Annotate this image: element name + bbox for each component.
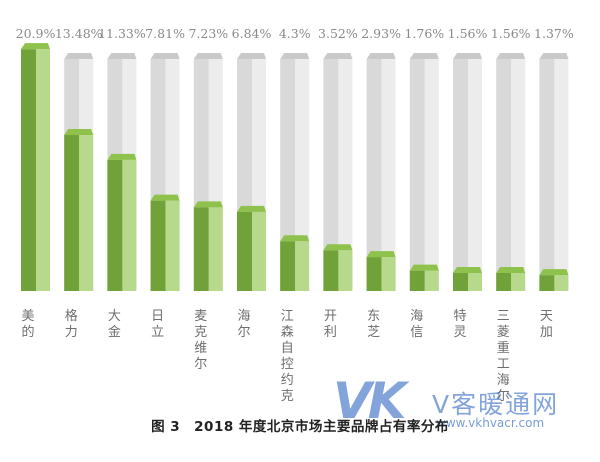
bar xyxy=(366,251,396,291)
bars xyxy=(21,43,569,292)
bar xyxy=(539,269,569,291)
value-label: 3.52% xyxy=(318,26,358,41)
bar xyxy=(193,201,223,291)
bar xyxy=(323,244,353,291)
chart-caption: 图 3 2018 年度北京市场主要品牌占有率分布 xyxy=(151,419,449,435)
bar xyxy=(496,266,526,291)
bar-track xyxy=(496,53,526,291)
value-label: 13.48% xyxy=(55,26,103,41)
value-label: 7.81% xyxy=(145,26,185,41)
category-label: 麦克维尔 xyxy=(194,309,207,372)
value-label: 20.9% xyxy=(16,26,56,41)
category-label: 开利 xyxy=(324,309,337,340)
category-label: 东芝 xyxy=(367,309,380,340)
value-label: 1.56% xyxy=(448,26,488,41)
bar-track xyxy=(453,53,482,291)
category-label: 大金 xyxy=(108,309,121,340)
bar xyxy=(150,194,180,291)
category-label: 海尔 xyxy=(237,309,250,340)
bar-track xyxy=(366,53,396,291)
category-label: 格力 xyxy=(65,308,78,340)
category-label: 江森自控约克 xyxy=(281,309,294,404)
category-label: 三菱重工海尔 xyxy=(497,309,510,404)
value-label: 7.23% xyxy=(188,26,228,41)
value-label: 1.76% xyxy=(404,26,444,41)
bar-track xyxy=(539,53,569,291)
watermark-name: V客暖通网 xyxy=(432,390,560,419)
bar-track xyxy=(323,53,353,291)
category-label: 特灵 xyxy=(453,309,466,340)
category-label: 天加 xyxy=(540,309,553,340)
bar-track xyxy=(280,53,310,291)
category-label: 海信 xyxy=(410,309,423,340)
bar xyxy=(280,235,310,291)
watermark-logo: VK xyxy=(333,372,406,430)
bar xyxy=(237,205,266,291)
value-labels: 20.9% 13.48%11.33% 7.81% 7.23% 6.84% 4.3% 3.52… xyxy=(16,26,574,41)
bar xyxy=(21,43,50,292)
bar xyxy=(453,266,482,291)
value-label: 1.37% xyxy=(534,26,574,41)
category-label: 日立 xyxy=(151,309,164,340)
value-label: 1.56% xyxy=(491,26,531,41)
watermark-url: www.vkhvacr.com xyxy=(436,416,545,430)
bar xyxy=(409,264,439,291)
value-label: 4.3% xyxy=(279,26,311,41)
bar xyxy=(64,129,94,291)
category-label: 美的 xyxy=(21,309,34,340)
value-label: 2.93% xyxy=(361,26,401,41)
value-label: 6.84% xyxy=(232,26,272,41)
bar-track xyxy=(409,53,439,291)
bar xyxy=(107,153,137,291)
value-label: 11.33% xyxy=(98,26,146,41)
